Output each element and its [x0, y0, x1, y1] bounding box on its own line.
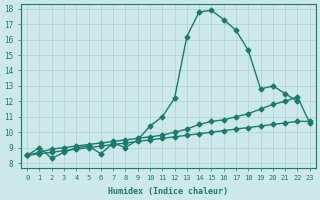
- X-axis label: Humidex (Indice chaleur): Humidex (Indice chaleur): [108, 187, 228, 196]
